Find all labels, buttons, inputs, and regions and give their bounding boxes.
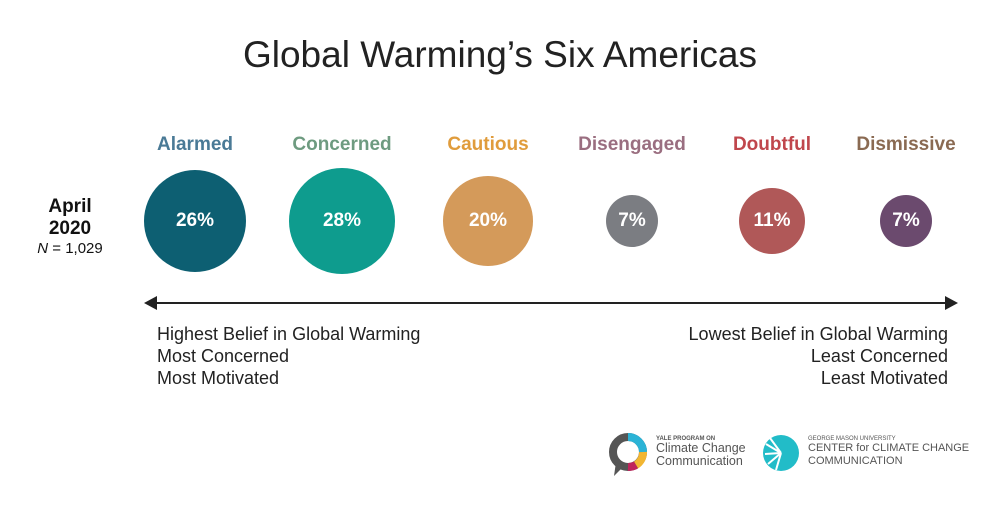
axis-left-line: Highest Belief in Global Warming bbox=[157, 324, 421, 344]
value-label: 7% bbox=[892, 209, 920, 231]
value-label: 26% bbox=[175, 209, 214, 231]
category-label: Alarmed bbox=[156, 134, 234, 155]
axis-left-line: Most Concerned bbox=[157, 346, 290, 366]
value-label: 11% bbox=[753, 209, 791, 231]
axis-right-line: Least Motivated bbox=[820, 368, 948, 388]
sample-size: N = 1,029 bbox=[30, 240, 110, 257]
category-label: Concerned bbox=[292, 134, 392, 155]
yale-line2: Communication bbox=[656, 454, 743, 468]
value-label: 20% bbox=[468, 209, 507, 231]
category-label: Doubtful bbox=[732, 134, 812, 155]
arrow-left-icon bbox=[144, 296, 157, 310]
arrow-right-icon bbox=[945, 296, 958, 310]
bubble-cautious: 20% bbox=[443, 176, 533, 266]
gmu-logo-icon bbox=[763, 435, 799, 471]
date-month: April bbox=[48, 196, 92, 217]
survey-date: April 2020 N = 1,029 bbox=[30, 196, 110, 257]
yale-line1: Climate Change bbox=[656, 441, 746, 455]
bubble-disengaged: 7% bbox=[605, 194, 659, 248]
category-label: Cautious bbox=[447, 134, 529, 155]
value-label: 28% bbox=[322, 209, 361, 231]
category-label: Disengaged bbox=[578, 134, 686, 155]
belief-axis-line bbox=[146, 302, 956, 304]
yale-small: YALE PROGRAM ON bbox=[656, 436, 716, 442]
gmu-small: GEORGE MASON UNIVERSITY bbox=[808, 436, 896, 442]
axis-right-line: Least Concerned bbox=[810, 346, 948, 366]
category-label: Dismissive bbox=[856, 134, 956, 155]
gmu-line1: CENTER for CLIMATE CHANGE bbox=[808, 442, 970, 454]
n-value: = 1,029 bbox=[52, 240, 103, 257]
yale-logo-icon bbox=[609, 433, 647, 476]
axis-left-line: Most Motivated bbox=[157, 368, 280, 388]
axis-right-line: Lowest Belief in Global Warming bbox=[688, 324, 948, 344]
bubble-alarmed: 26% bbox=[144, 170, 246, 272]
value-label: 7% bbox=[618, 209, 646, 231]
gmu-logo-text: GEORGE MASON UNIVERSITY CENTER for CLIMA… bbox=[808, 436, 969, 468]
bubble-concerned: 28% bbox=[289, 168, 395, 274]
axis-right-labels: Lowest Belief in Global Warming Least Co… bbox=[689, 323, 948, 389]
chart-title: Global Warming’s Six Americas bbox=[242, 34, 758, 75]
bubble-dismissive: 7% bbox=[879, 194, 933, 248]
yale-logo-text: YALE PROGRAM ON Climate Change Communica… bbox=[656, 436, 746, 468]
axis-left-labels: Highest Belief in Global Warming Most Co… bbox=[157, 323, 420, 389]
gmu-line2: COMMUNICATION bbox=[808, 455, 903, 467]
bubble-doubtful: 11% bbox=[738, 187, 806, 255]
date-year: 2020 bbox=[48, 218, 92, 239]
n-symbol: N bbox=[37, 240, 49, 257]
